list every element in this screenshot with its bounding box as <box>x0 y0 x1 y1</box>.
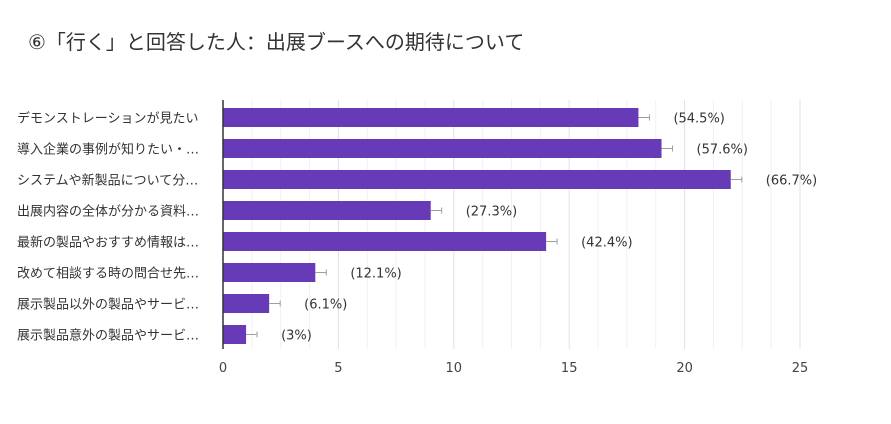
category-label: 最新の製品やおすすめ情報は… <box>17 235 199 251</box>
bar <box>223 201 431 220</box>
bar <box>223 232 547 251</box>
data-label: (54.5%) <box>673 112 724 127</box>
data-label: (12.1%) <box>350 267 401 282</box>
x-tick-label: 25 <box>792 361 809 376</box>
chart-title: ⑥「行く」と回答した人：出展ブースへの期待について <box>28 30 525 54</box>
category-label: システムや新製品について分… <box>17 173 198 189</box>
category-label: 出展内容の全体が分かる資料… <box>17 204 199 220</box>
data-label: (57.6%) <box>697 143 748 158</box>
bar <box>223 108 639 127</box>
data-label: (27.3%) <box>466 205 517 220</box>
x-tick-label: 20 <box>676 361 693 376</box>
data-label: (42.4%) <box>581 236 632 251</box>
category-label: 展示製品以外の製品やサービ… <box>17 298 199 313</box>
x-tick-label: 10 <box>446 361 463 376</box>
x-tick-label: 5 <box>334 361 342 376</box>
bar <box>223 263 316 282</box>
x-tick-label: 15 <box>561 361 578 376</box>
data-label: (66.7%) <box>766 174 817 189</box>
bar <box>223 325 247 344</box>
category-label: 改めて相談する時の問合せ先… <box>17 266 199 282</box>
bar <box>223 294 270 313</box>
bar <box>223 139 662 158</box>
x-tick-label: 0 <box>219 361 227 376</box>
category-label: デモンストレーションが見たい <box>17 111 198 127</box>
category-label: 展示製品意外の製品やサービ… <box>17 328 199 344</box>
data-label: (6.1%) <box>304 298 347 313</box>
bar <box>223 170 731 189</box>
category-label: 導入企業の事例が知りたい・… <box>17 142 199 158</box>
data-label: (3%) <box>281 329 312 344</box>
